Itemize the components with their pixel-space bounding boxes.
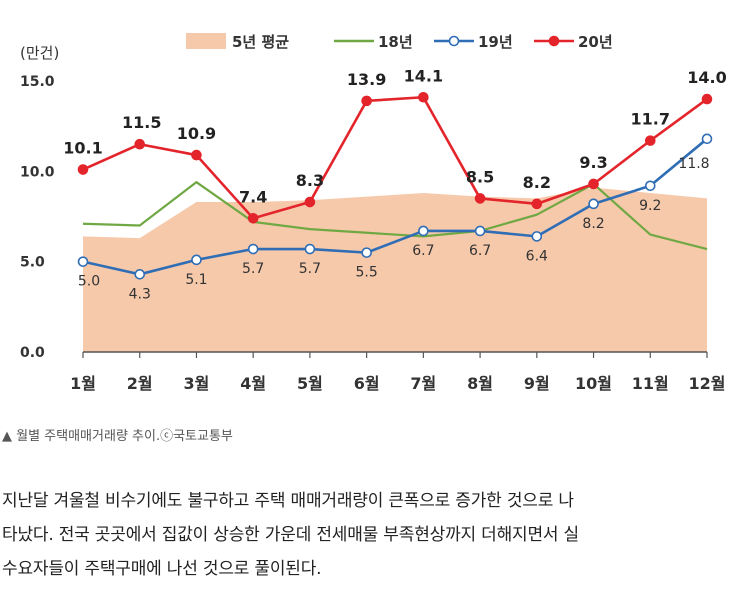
- data-label-19: 6.7: [469, 243, 491, 259]
- data-point-19년: [701, 133, 713, 145]
- y-tick-label: 10.0: [20, 164, 55, 180]
- data-point-20년: [474, 193, 486, 204]
- series-line-19년: [82, 137, 708, 276]
- data-point-20년: [134, 138, 146, 150]
- series-line-20년: [82, 95, 708, 220]
- chart: (만건) 0.0 5.0 10.0 15.0 1월 2월 3월 4월 5월 6월 7월 8월 9월 10월 1…: [20, 33, 727, 393]
- data-point-20년: [361, 95, 372, 107]
- data-label-19: 4.3: [129, 286, 151, 302]
- data-point-20년: [418, 91, 429, 103]
- data-label-20: 14.1: [404, 66, 443, 85]
- data-label-19: 5.7: [299, 261, 321, 277]
- data-point-20년: [191, 149, 202, 161]
- data-label-20: 9.3: [579, 153, 607, 172]
- figure-caption: ▲ 월별 주택매매거래량 추이.ⓒ국토교통부: [2, 429, 233, 444]
- x-tick-label: 3월: [184, 374, 210, 393]
- x-tick-label: 11월: [632, 374, 669, 393]
- x-tick-label: 7월: [410, 374, 436, 393]
- data-label-19: 5.5: [356, 265, 378, 281]
- data-point-19년: [77, 256, 89, 267]
- data-label-19: 6.4: [526, 248, 548, 264]
- data-label-20: 10.1: [63, 139, 102, 158]
- data-label-19: 9.2: [639, 198, 661, 214]
- data-point-19년: [134, 269, 146, 280]
- data-point-19년: [418, 225, 429, 237]
- legend-label: 20년: [578, 33, 613, 51]
- x-tick-label: 9월: [524, 374, 550, 393]
- data-label-20: 8.3: [296, 171, 324, 190]
- article-line-2: 타났다. 전국 곳곳에서 집값이 상승한 가운데 전세매물 부족현상까지 더해지…: [2, 525, 579, 545]
- chart-svg: (만건) 0.0 5.0 10.0 15.0 1월 2월 3월 4월 5월 6월 7월 8월 9월 10월 1…: [20, 33, 727, 393]
- data-point-20년: [304, 196, 316, 208]
- legend-label: 18년: [378, 33, 413, 51]
- data-label-20: 13.9: [347, 70, 386, 89]
- data-label-19: 5.7: [242, 261, 264, 277]
- x-tick-label: 10월: [575, 374, 612, 393]
- y-tick-label: 15.0: [20, 74, 55, 90]
- data-label-20: 14.0: [687, 68, 726, 87]
- x-tick-label: 4월: [240, 374, 266, 393]
- data-point-20년: [588, 178, 599, 190]
- x-tick-label: 5월: [297, 374, 323, 393]
- data-point-20년: [531, 198, 543, 210]
- data-point-19년: [588, 198, 599, 210]
- data-label-20: 11.7: [631, 110, 670, 129]
- legend-label: 19년: [478, 33, 513, 51]
- data-label-20: 8.2: [523, 173, 551, 192]
- unit-label: (만건): [20, 44, 59, 62]
- data-label-19: 6.7: [412, 243, 434, 259]
- legend-label: 5년 평균: [232, 33, 289, 51]
- x-tick-label: 1월: [70, 374, 96, 393]
- data-point-19년: [644, 180, 656, 192]
- data-point-20년: [644, 135, 656, 146]
- data-label-19: 11.8: [678, 156, 709, 172]
- data-label-20: 10.9: [177, 124, 216, 143]
- data-point-19년: [191, 254, 202, 266]
- series-line-18년: [82, 181, 708, 251]
- article-line-3: 수요자들이 주택구매에 나선 것으로 풀이된다.: [2, 559, 322, 579]
- data-point-19년: [361, 247, 372, 258]
- data-label-19: 5.0: [78, 274, 100, 290]
- data-point-20년: [247, 213, 259, 224]
- article-line-1: 지난달 겨울철 비수기에도 불구하고 주택 매매거래량이 큰폭으로 증가한 것으…: [2, 491, 574, 511]
- data-point-19년: [531, 231, 543, 242]
- data-label-20: 11.5: [122, 113, 161, 132]
- legend-swatch-5yr: [186, 33, 226, 49]
- y-tick-label: 0.0: [20, 345, 45, 361]
- legend-marker-19년: [448, 35, 460, 47]
- data-point-20년: [77, 164, 89, 175]
- article-body: 지난달 겨울철 비수기에도 불구하고 주택 매매거래량이 큰폭으로 증가한 것으…: [2, 484, 738, 586]
- data-label-19: 8.2: [582, 216, 604, 232]
- data-label-20: 7.4: [239, 187, 267, 206]
- data-label-20: 8.5: [466, 167, 494, 186]
- data-point-20년: [701, 93, 713, 105]
- legend-marker-20년: [548, 35, 560, 47]
- x-tick-label: 8월: [467, 374, 493, 393]
- x-tick-label: 6월: [354, 374, 380, 393]
- data-point-19년: [474, 225, 486, 237]
- y-tick-label: 5.0: [20, 255, 45, 271]
- x-tick-label: 2월: [127, 374, 153, 393]
- area-5yr-average: [83, 187, 707, 352]
- data-point-19년: [247, 243, 259, 255]
- x-tick-label: 12월: [689, 374, 726, 393]
- data-point-19년: [304, 243, 316, 255]
- data-label-19: 5.1: [185, 272, 207, 288]
